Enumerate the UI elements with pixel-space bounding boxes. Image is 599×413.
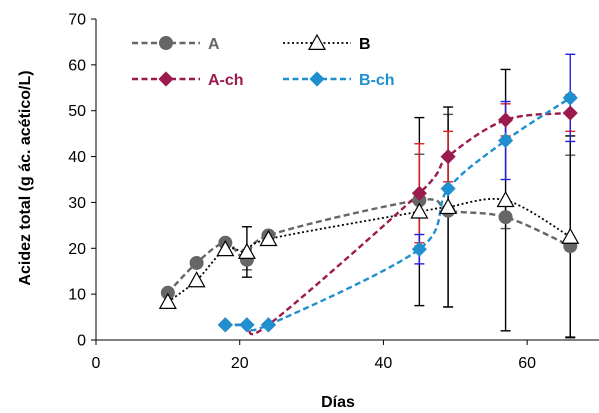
legend-marker (159, 36, 173, 50)
data-point-b (259, 229, 278, 247)
legend-entry-a-ch: A-ch (132, 71, 244, 89)
y-tick-label: 10 (68, 287, 86, 304)
series-markers (158, 90, 580, 333)
data-point-a-ch (498, 112, 514, 128)
x-axis-title: Días (321, 394, 355, 411)
x-tick-label: 60 (518, 355, 536, 372)
data-point-b-ch (239, 317, 255, 333)
x-tick-label: 40 (375, 355, 393, 372)
data-point-b-ch (217, 317, 233, 333)
data-point-a (498, 210, 513, 225)
data-point-b (237, 242, 256, 259)
legend-label: B-ch (359, 72, 395, 89)
legend-entry-b: B (283, 33, 371, 53)
data-point-b (561, 227, 580, 244)
x-tick-label: 0 (92, 355, 101, 372)
data-point-b (410, 202, 429, 219)
legend-label: A (208, 36, 220, 53)
legend-entry-a: A (132, 36, 220, 53)
axes: 0 10 20 30 40 50 60 70 0 20 40 60 (68, 12, 599, 372)
data-point-b-ch (260, 317, 277, 333)
data-point-a-ch (562, 105, 578, 121)
series-line-a (166, 198, 571, 294)
data-point-b (439, 197, 458, 215)
legend-marker (158, 71, 174, 87)
series-line-b (167, 198, 571, 303)
series-line-a-ch (225, 111, 571, 336)
y-tick-label: 0 (77, 333, 86, 350)
legend-label: B (359, 36, 371, 53)
legend: A B A-ch B-ch (132, 33, 395, 89)
data-point-b-ch (440, 181, 456, 197)
data-point-b (496, 190, 515, 208)
y-tick-label: 60 (68, 57, 86, 74)
y-tick-label: 30 (68, 195, 86, 212)
data-point-b-ch (411, 241, 427, 257)
data-point-b-ch (562, 90, 578, 106)
y-tick-label: 50 (68, 103, 86, 120)
data-point-a-ch (411, 185, 427, 201)
legend-label: A-ch (208, 72, 244, 89)
data-point-b (158, 292, 177, 309)
data-point-b (216, 239, 235, 257)
data-point-a-ch (440, 149, 456, 165)
data-point-b-ch (498, 132, 514, 149)
y-tick-label: 70 (68, 12, 86, 29)
x-tick-label: 20 (231, 355, 249, 372)
y-tick-label: 20 (68, 241, 86, 258)
legend-marker (309, 71, 325, 87)
data-point-a (189, 255, 204, 270)
legend-entry-b-ch: B-ch (283, 71, 395, 89)
error-bars (241, 53, 576, 339)
data-point-b (187, 271, 206, 288)
y-axis-title: Acidez total (g ác. acético/L) (17, 70, 34, 285)
legend-marker (307, 33, 327, 51)
y-tick-label: 40 (68, 149, 86, 166)
